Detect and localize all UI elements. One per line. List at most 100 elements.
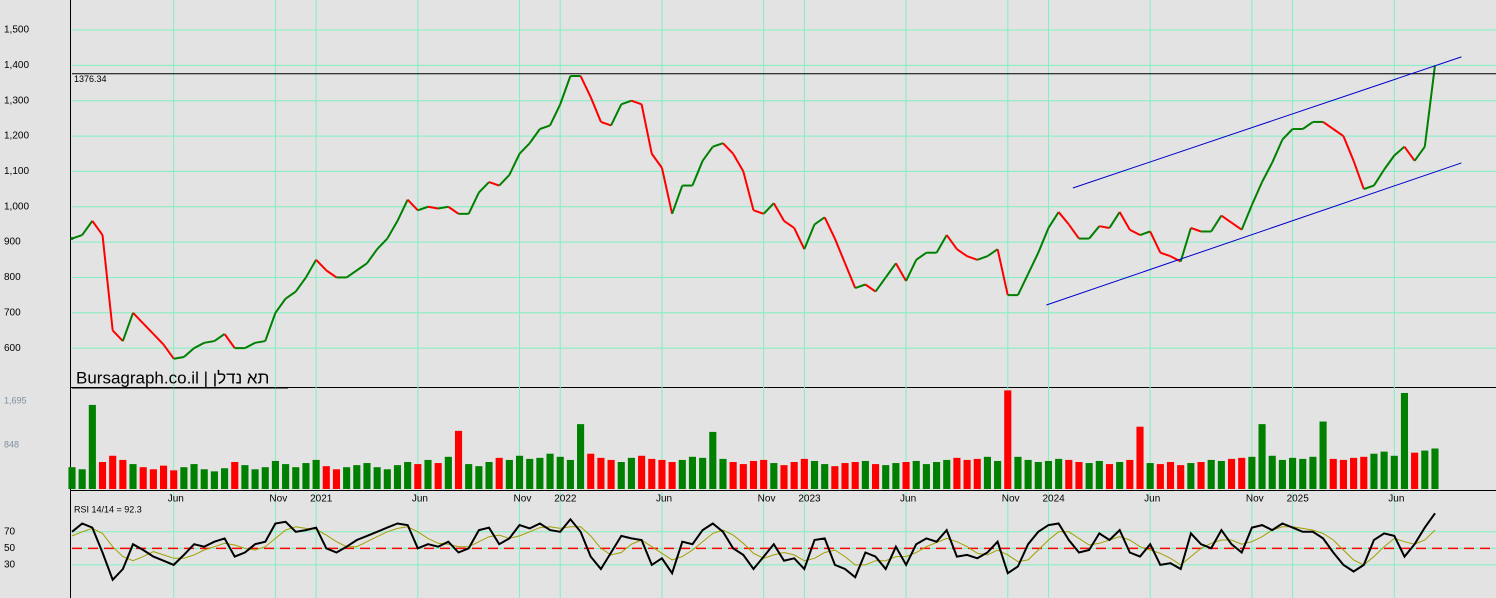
volume-bar	[1289, 457, 1297, 489]
price-segment	[1281, 128, 1294, 141]
volume-bar	[210, 471, 218, 489]
volume-bar	[1217, 460, 1225, 489]
volume-bar	[1227, 458, 1236, 489]
price-segment	[417, 205, 429, 212]
volume-bar	[902, 462, 910, 489]
volume-bar	[475, 466, 483, 489]
volume-bar	[536, 457, 544, 489]
y-tick-label: 1,200	[4, 131, 29, 142]
price-segment	[1149, 231, 1162, 254]
price-segment	[762, 202, 775, 215]
price-segment	[132, 312, 144, 325]
x-tick-label: Jun	[412, 494, 428, 505]
price-segment	[915, 251, 927, 261]
volume-bar	[221, 468, 229, 489]
volume-bar	[556, 456, 564, 489]
volume-bar	[597, 457, 605, 489]
price-segment	[1037, 227, 1050, 254]
volume-bar	[485, 462, 493, 489]
price-segment	[579, 75, 592, 98]
y-tick-label: 800	[4, 272, 21, 283]
volume-bar	[1431, 448, 1439, 489]
volume-bar	[994, 460, 1002, 489]
price-segment	[1027, 252, 1040, 275]
price-segment	[589, 96, 602, 123]
price-segment	[438, 205, 449, 210]
volume-bar	[190, 464, 198, 489]
mark-layer: 1376.34	[68, 56, 1496, 582]
y-tick-label: 70	[4, 526, 16, 537]
price-segment	[732, 153, 745, 172]
volume-bar	[404, 462, 412, 489]
price-segment	[640, 104, 653, 154]
volume-bar	[78, 469, 86, 489]
price-segment	[753, 209, 764, 215]
volume-bar	[922, 464, 930, 489]
volume-bar	[587, 453, 595, 489]
price-segment	[518, 142, 531, 155]
price-segment	[1271, 139, 1284, 163]
price-segment	[1230, 221, 1243, 231]
volume-bar	[607, 459, 615, 489]
price-segment	[71, 234, 83, 240]
price-segment	[1220, 214, 1233, 224]
price-segment	[1240, 204, 1253, 231]
price-segment	[285, 290, 297, 300]
chart-title: Bursagraph.co.il | תא נדלן	[76, 368, 269, 387]
price-segment	[803, 224, 816, 250]
price-segment	[244, 341, 256, 350]
volume-bar	[88, 404, 96, 489]
x-tick-label: Jun	[168, 494, 184, 505]
price-segment	[1342, 135, 1355, 162]
volume-bar	[1085, 463, 1093, 489]
volume-bar	[465, 464, 473, 489]
volume-bar	[739, 464, 747, 489]
volume-bar	[577, 424, 585, 489]
volume-bar	[119, 459, 127, 489]
volume-bar	[1055, 458, 1063, 489]
volume-bar	[1116, 462, 1124, 489]
price-segment	[671, 185, 684, 215]
reference-label: 1376.34	[74, 74, 107, 84]
volume-bar	[1299, 458, 1307, 489]
volume-bar	[1095, 460, 1103, 489]
price-segment	[935, 234, 948, 254]
x-tick-label: Nov	[758, 494, 776, 505]
trend-line	[1046, 162, 1462, 306]
x-tick-label: Nov	[269, 494, 287, 505]
price-segment	[447, 205, 460, 215]
y-tick-label: 700	[4, 307, 21, 318]
price-segment	[1373, 169, 1385, 187]
price-segment	[376, 237, 389, 250]
price-segment	[864, 283, 877, 293]
volume-bar	[851, 462, 859, 489]
price-segment	[406, 198, 419, 211]
price-segment	[223, 333, 236, 349]
price-segment	[498, 174, 511, 187]
price-segment	[1413, 146, 1426, 162]
volume-bar	[973, 458, 981, 489]
x-tick-label: Jun	[1144, 494, 1160, 505]
volume-bar	[668, 462, 676, 489]
volume-bar	[933, 462, 941, 489]
price-segment	[1108, 211, 1121, 229]
price-segment	[162, 344, 175, 360]
volume-bar	[454, 430, 463, 489]
y-tick-label: 1,500	[4, 25, 29, 36]
volume-bar	[699, 457, 707, 489]
volume-bar	[1156, 464, 1164, 489]
volume-bar	[1278, 459, 1286, 489]
price-segment	[386, 220, 399, 240]
volume-bar	[139, 467, 147, 489]
volume-bar	[302, 463, 310, 489]
volume-bar	[658, 459, 666, 489]
price-segment	[783, 220, 795, 229]
volume-bar	[434, 463, 442, 489]
volume-bar	[780, 465, 788, 489]
price-segment	[1170, 255, 1182, 263]
price-segment	[1067, 223, 1080, 240]
volume-bar	[882, 465, 890, 489]
price-segment	[356, 262, 368, 272]
volume-bar	[1075, 462, 1083, 489]
